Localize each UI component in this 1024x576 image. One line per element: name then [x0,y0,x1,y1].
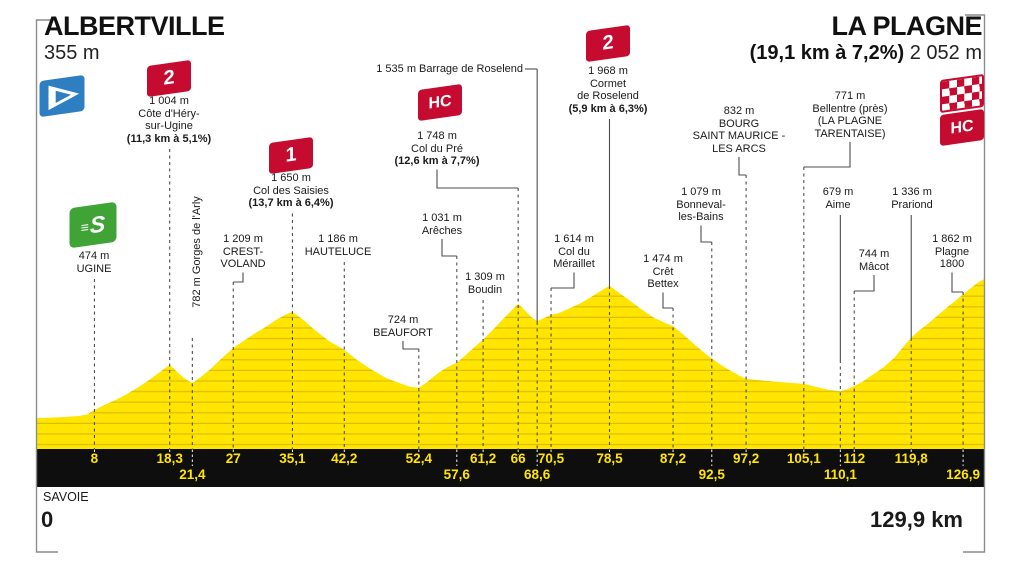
axis-tick-km-92,5: 92,5 [698,467,725,482]
axis-tick-km-8: 8 [90,451,99,466]
axis-tick-km-119,8: 119,8 [894,451,928,466]
waypoint-label-line: LES ARCS [712,142,766,155]
waypoint-label-crest-voland: 1 209 m CREST- VOLAND [220,233,265,271]
waypoint-label-line: Bellentre (près) [812,102,888,115]
waypoint-label-col-du-pre: 1 748 m Col du Pré (12,6 km à 7,7%) [395,130,480,168]
finish-city-name: LA PLAGNE [831,11,983,41]
waypoint-label-line: de Roselend [577,90,639,102]
waypoint-label-line: (11,3 km à 5,1%) [126,132,212,145]
axis-tick-km-66: 66 [510,451,526,466]
waypoint-label-line: sur-Ugine [145,120,193,132]
axis-tick-km-68,6: 68,6 [524,467,551,482]
waypoint-label-line: BOURG [718,117,760,130]
waypoint-label-line: VOLAND [220,258,266,270]
axis-tick-km-61,2: 61,2 [469,451,497,466]
waypoint-label-line: 1 336 m [892,186,932,198]
waypoint-label-line: 1 614 m [554,233,594,245]
waypoint-label-line: 1 186 m [318,233,358,245]
axis-tick-km-112: 112 [843,451,866,466]
axis-tick-km-52,4: 52,4 [405,451,432,466]
waypoint-label-areches: 1 031 m Arêches [422,212,462,237]
waypoint-label-bonneval-les-bains: 1 079 m Bonneval-les-Bains [676,186,726,224]
waypoint-label-line: Mâcot [859,260,889,273]
waypoint-label-line: 1 862 m [932,233,972,245]
total-distance-label: 129,9 km [870,507,963,532]
waypoint-label-cormet-de-roselend: 1 968 m Cormet de Roselend (5,9 km à 6,3%) [569,65,648,115]
waypoint-label-line: 771 m [834,90,866,102]
waypoint-label-line: Côte d'Héry- [138,107,200,120]
axis-tick-km-126,9: 126,9 [946,467,980,482]
axis-tick-km-70,5: 70,5 [537,451,565,466]
axis-tick-km-87,2: 87,2 [659,451,687,466]
waypoint-label-line: Arêches [421,224,463,237]
region-label: SAVOIE [43,490,89,504]
waypoint-label-line: Col des Saisies [253,184,329,197]
waypoint-label-line: 1 004 m [149,95,189,107]
waypoint-label-line: HAUTELUCE [304,245,372,258]
axis-tick-km-110,1: 110,1 [823,467,857,482]
distance-axis-band [36,449,985,487]
waypoint-label-line: CREST- [222,245,264,258]
waypoint-label-line: les-Bains [678,211,724,223]
waypoint-label-line: 1 650 m [271,172,311,184]
waypoint-label-barrage-de-roselend: 1 535 m Barrage de Roselend [376,63,523,76]
finish-climb-stats: (19,1 km à 7,2%) [749,42,905,64]
waypoint-label-macot: 744 m Mâcot [859,248,890,273]
waypoint-label-plagne-1800: 1 862 m Plagne 1800 [932,233,972,271]
waypoint-label-line: SAINT MAURICE - [692,130,786,142]
waypoint-label-line: Bonneval- [676,198,726,211]
start-city-name: ALBERTVILLE [44,11,225,41]
waypoint-label-line: Aime [825,198,851,211]
waypoint-label-bellentre: 771 m Bellentre (près) (LA PLAGNE TARENTAIS… [812,90,887,140]
axis-tick-km-42,2: 42,2 [331,451,358,466]
axis-tick-km-97,2: 97,2 [732,451,760,466]
waypoint-label-bourg-saint-maurice-les-arcs: 832 m BOURG SAINT MAURICE - LES ARCS [693,105,786,155]
axis-tick-km-105,1: 105,1 [786,451,821,466]
waypoint-label-hauteluce: 1 186 m HAUTELUCE [305,233,372,258]
waypoint-label-line: Prariond [891,198,933,211]
waypoint-label-line: 832 m [723,105,755,117]
waypoint-label-line: 744 m [858,248,890,260]
waypoint-label-line: Col du Pré [411,142,463,155]
waypoint-label-prariond: 1 336 m Prariond [891,186,933,211]
waypoint-label-line: TARENTAISE) [814,127,886,140]
waypoint-label-line: UGINE [76,262,112,275]
finish-header: LA PLAGNE (19,1 km à 7,2%) 2 052 m [749,11,983,65]
waypoint-label-line: 1 079 m [681,186,721,198]
axis-tick-km-57,6: 57,6 [443,467,470,482]
waypoint-label-line: 1800 [939,258,965,270]
axis-tick-km-78,5: 78,5 [596,451,623,466]
waypoint-label-aime: 679 m Aime [823,186,854,211]
axis-tick-km-21,4: 21,4 [179,467,206,482]
waypoint-label-line: Col du [558,245,590,258]
waypoint-label-line: 1 474 m [643,253,683,265]
waypoint-label-line: 1 031 m [422,212,462,224]
start-km-label: 0 [41,507,54,532]
waypoint-label-line: Méraillet [553,258,595,270]
start-header: ALBERTVILLE 355 m [44,11,225,65]
waypoint-label-line: (13,7 km à 6,4%) [248,197,334,209]
waypoint-label-line: 1 968 m [588,65,628,77]
waypoint-label-line: Crêt [652,265,674,278]
waypoint-label-cote-d-hery-sur-ugine: 1 004 m Côte d'Héry-sur-Ugine (11,3 km à 5… [127,95,211,145]
axis-tick-km-35,1: 35,1 [279,451,306,466]
waypoint-label-line: Plagne [934,245,970,258]
waypoint-label-line: 1 535 m Barrage de Roselend [376,63,523,75]
waypoint-label-line: (12,6 km à 7,7%) [394,155,480,167]
waypoint-label-ugine: 474 m UGINE [77,250,112,275]
waypoint-label-line: 474 m [78,250,110,262]
waypoint-label-col-du-meraillet: 1 614 m Col du Méraillet [553,233,595,271]
axis-tick-km-18,3: 18,3 [156,451,183,466]
waypoint-label-line: 679 m [822,186,854,198]
waypoint-label-line: 1 748 m [417,130,457,142]
waypoint-label-line: 1 209 m [223,233,263,245]
waypoint-label-col-des-saisies: 1 650 m Col des Saisies (13,7 km à 6,4%) [249,172,334,210]
waypoint-label-line: Cormet [589,77,627,90]
axis-tick-km-27: 27 [225,451,241,466]
waypoint-label-line: (5,9 km à 6,3%) [568,102,648,115]
waypoint-label-line: (LA PLAGNE [817,115,883,127]
